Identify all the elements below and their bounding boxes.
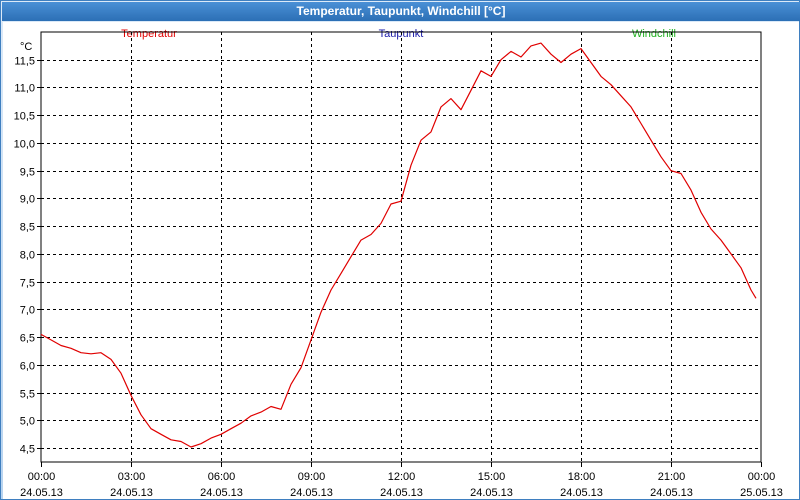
x-tick-date: 24.05.13	[470, 487, 513, 499]
x-tick-date: 24.05.13	[560, 487, 603, 499]
y-tick-label: 10,5	[14, 111, 35, 123]
y-tick-label: 9,5	[20, 167, 35, 179]
x-tick-time: 21:00	[658, 471, 686, 483]
y-tick-label: 11,5	[14, 56, 35, 68]
y-tick-label: 7,5	[20, 278, 35, 290]
x-tick-time: 06:00	[208, 471, 236, 483]
x-tick-date: 24.05.13	[20, 487, 63, 499]
y-tick-label: 8,0	[20, 250, 35, 262]
x-tick-date: 24.05.13	[200, 487, 243, 499]
y-tick-label: 4,5	[20, 444, 35, 456]
legend-windchill: Windchill	[632, 28, 676, 40]
x-tick-time: 03:00	[118, 471, 146, 483]
y-tick-label: 5,0	[20, 416, 35, 428]
temperatur-series-line	[40, 42, 757, 448]
x-tick-time: 12:00	[388, 471, 416, 483]
y-tick-label: 5,5	[20, 389, 35, 401]
x-tick-date: 25.05.13	[740, 487, 783, 499]
window-title: Temperatur, Taupunkt, Windchill [°C]	[2, 2, 800, 21]
y-tick-label: 7,0	[20, 305, 35, 317]
chart-svg: °C Temperatur Taupunkt Windchill 4,55,05…	[14, 28, 783, 499]
plot-frame	[40, 31, 762, 463]
y-tick-label: 6,0	[20, 361, 35, 373]
x-tick-time: 00:00	[748, 471, 776, 483]
x-tick-date: 24.05.13	[650, 487, 693, 499]
x-tick-date: 24.05.13	[110, 487, 153, 499]
x-tick-time: 18:00	[568, 471, 596, 483]
y-axis-unit: °C	[20, 41, 32, 53]
x-tick-time: 15:00	[478, 471, 506, 483]
y-tick-label: 10,0	[14, 139, 35, 151]
x-tick-time: 09:00	[298, 471, 326, 483]
y-tick-label: 8,5	[20, 222, 35, 234]
legend-temperatur: Temperatur	[121, 28, 177, 40]
x-tick-date: 24.05.13	[380, 487, 423, 499]
x-tick-date: 24.05.13	[290, 487, 333, 499]
y-tick-label: 9,0	[20, 194, 35, 206]
chart-panel: °C Temperatur Taupunkt Windchill 4,55,05…	[3, 22, 799, 499]
y-tick-label: 6,5	[20, 333, 35, 345]
y-tick-label: 11,0	[14, 83, 35, 95]
x-tick-time: 00:00	[28, 471, 56, 483]
